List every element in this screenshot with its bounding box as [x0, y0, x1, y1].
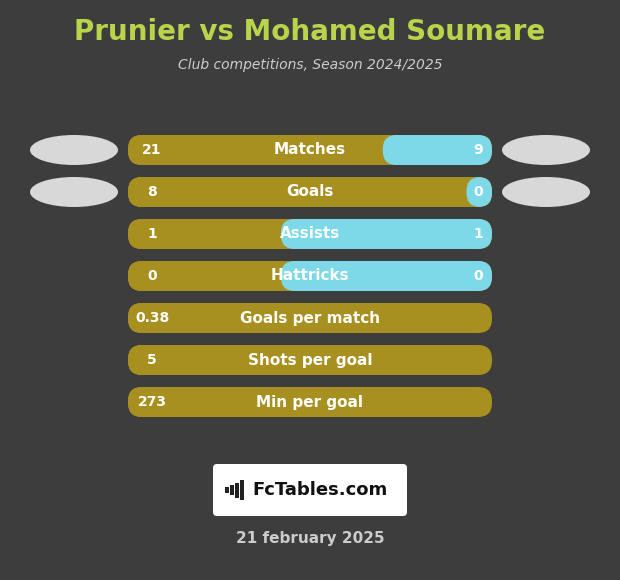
Text: Club competitions, Season 2024/2025: Club competitions, Season 2024/2025 — [178, 58, 442, 72]
FancyBboxPatch shape — [240, 480, 244, 500]
Text: Shots per goal: Shots per goal — [248, 353, 372, 368]
Ellipse shape — [502, 177, 590, 207]
Text: Hattricks: Hattricks — [271, 269, 349, 284]
Ellipse shape — [30, 177, 118, 207]
FancyBboxPatch shape — [128, 261, 176, 291]
Text: 5: 5 — [147, 353, 157, 367]
Ellipse shape — [502, 135, 590, 165]
Text: 273: 273 — [138, 395, 167, 409]
FancyBboxPatch shape — [281, 261, 492, 291]
FancyBboxPatch shape — [128, 219, 176, 249]
FancyBboxPatch shape — [128, 177, 492, 207]
FancyBboxPatch shape — [128, 177, 176, 207]
Text: Goals per match: Goals per match — [240, 310, 380, 325]
Text: Goals: Goals — [286, 184, 334, 200]
Text: 0: 0 — [473, 269, 483, 283]
FancyBboxPatch shape — [235, 483, 239, 498]
FancyBboxPatch shape — [213, 464, 407, 516]
FancyBboxPatch shape — [128, 345, 176, 375]
FancyBboxPatch shape — [225, 487, 229, 493]
Text: 0: 0 — [147, 269, 157, 283]
Text: 0: 0 — [473, 185, 483, 199]
Text: 9: 9 — [473, 143, 483, 157]
Text: Prunier vs Mohamed Soumare: Prunier vs Mohamed Soumare — [74, 18, 546, 46]
FancyBboxPatch shape — [128, 135, 176, 165]
FancyBboxPatch shape — [128, 387, 492, 417]
FancyBboxPatch shape — [128, 303, 492, 333]
Ellipse shape — [30, 135, 118, 165]
FancyBboxPatch shape — [128, 387, 176, 417]
Text: 21 february 2025: 21 february 2025 — [236, 531, 384, 546]
Text: 1: 1 — [473, 227, 483, 241]
FancyBboxPatch shape — [383, 135, 492, 165]
Text: Min per goal: Min per goal — [257, 394, 363, 409]
Text: FcTables.com: FcTables.com — [252, 481, 388, 499]
FancyBboxPatch shape — [281, 219, 492, 249]
Text: 1: 1 — [147, 227, 157, 241]
Text: 8: 8 — [147, 185, 157, 199]
FancyBboxPatch shape — [128, 345, 492, 375]
Text: 0.38: 0.38 — [135, 311, 169, 325]
Text: Assists: Assists — [280, 227, 340, 241]
FancyBboxPatch shape — [128, 303, 176, 333]
FancyBboxPatch shape — [128, 135, 492, 165]
FancyBboxPatch shape — [128, 219, 492, 249]
Text: Matches: Matches — [274, 143, 346, 158]
FancyBboxPatch shape — [128, 261, 492, 291]
FancyBboxPatch shape — [230, 485, 234, 495]
FancyBboxPatch shape — [466, 177, 492, 207]
Text: 21: 21 — [142, 143, 162, 157]
